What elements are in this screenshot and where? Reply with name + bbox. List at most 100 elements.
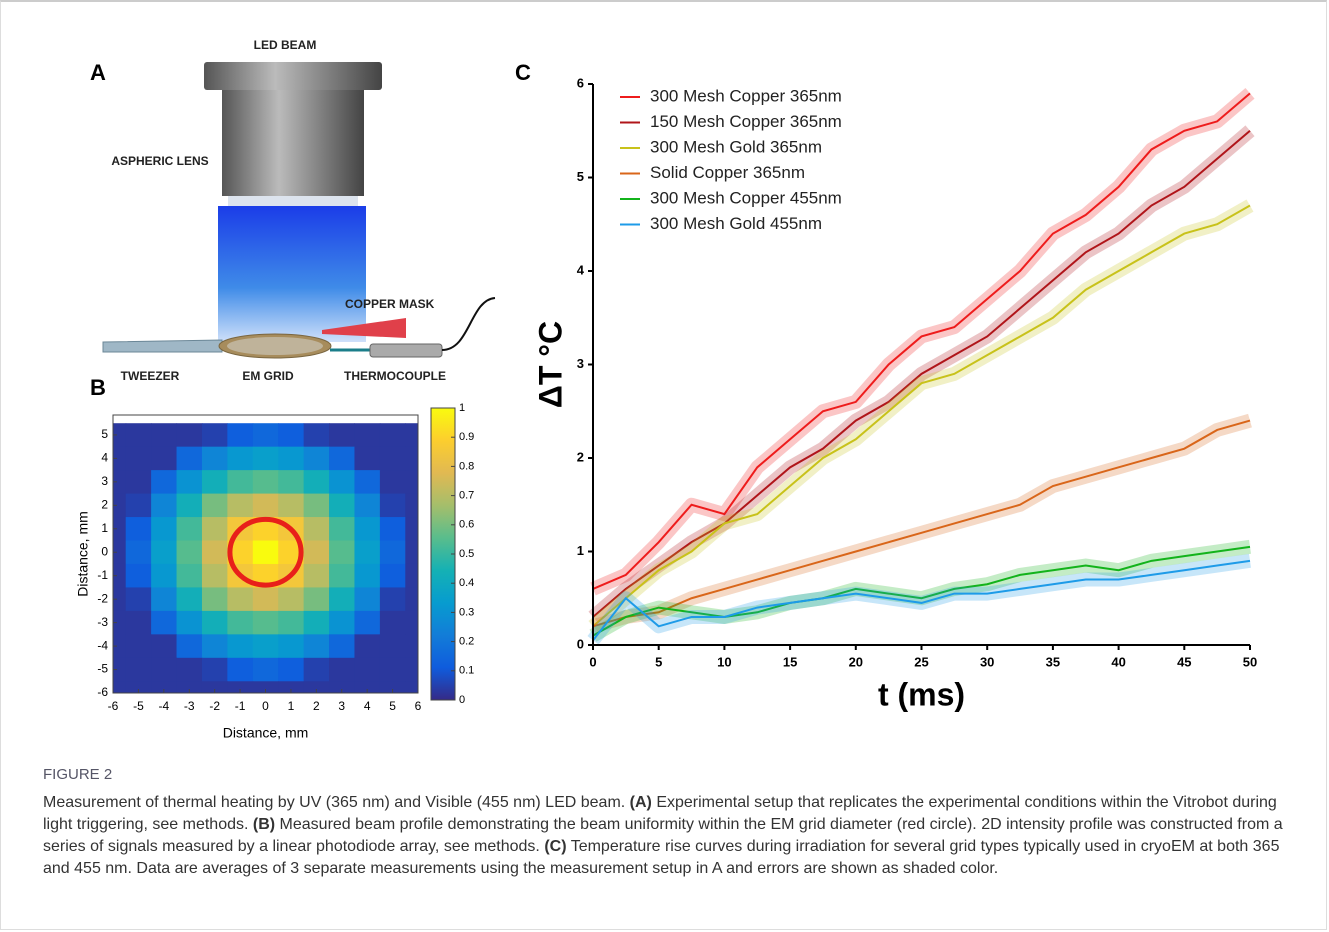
cell (252, 634, 279, 659)
x-tick-label: 45 (1177, 654, 1191, 669)
cell (379, 470, 406, 495)
cell (151, 470, 178, 495)
y-tick-label: 5 (101, 427, 108, 441)
cell (201, 681, 228, 693)
cell (201, 563, 228, 588)
panel-letter: B (90, 375, 106, 400)
caption-part: (C) (544, 838, 567, 855)
cell (329, 517, 355, 542)
label: LED BEAM (254, 38, 317, 52)
cell (176, 563, 203, 588)
x-tick-label: 3 (338, 699, 345, 713)
cell (201, 540, 228, 565)
cell (125, 563, 152, 588)
caption-part: Experimental setup that replicates the e… (43, 794, 1277, 833)
y-tick-label: 5 (577, 169, 584, 184)
x-tick-label: 40 (1111, 654, 1125, 669)
cell (227, 634, 254, 659)
cell (354, 423, 381, 448)
label: COPPER MASK (345, 297, 435, 311)
cell (329, 423, 355, 448)
cell (329, 563, 355, 588)
colorbar-tick-label: 0.1 (459, 665, 474, 677)
cell (125, 493, 152, 518)
cell (227, 587, 254, 612)
cell (125, 657, 152, 682)
caption-part: (A) (629, 794, 652, 811)
cell (354, 657, 381, 682)
caption-part: Measured beam profile demonstrating the … (43, 816, 1283, 855)
cell (151, 563, 178, 588)
cell (252, 517, 279, 542)
lens-cap (204, 62, 382, 90)
x-tick-label: -6 (108, 699, 119, 713)
colorbar-tick-label: 0.4 (459, 577, 474, 589)
cell (176, 681, 203, 693)
x-tick-label: 0 (589, 654, 596, 669)
cell (278, 446, 305, 471)
legend-label: 300 Mesh Gold 455nm (650, 214, 822, 233)
cell (227, 446, 254, 471)
colorbar-tick-label: 0 (459, 694, 465, 706)
caption-label: FIGURE 2 (43, 766, 113, 783)
cell (201, 423, 228, 448)
cell (303, 517, 330, 542)
cell (278, 634, 305, 659)
label: EM GRID (242, 369, 294, 383)
cell (405, 423, 418, 448)
cell (125, 517, 152, 542)
grid-circle (227, 516, 304, 588)
cell (379, 517, 406, 542)
x-axis-label: t (ms) (878, 676, 965, 712)
y-axis-label: Distance, mm (75, 511, 91, 597)
cell (201, 587, 228, 612)
cell (379, 423, 406, 448)
cell (176, 493, 203, 518)
cell (329, 657, 355, 682)
cell (151, 540, 178, 565)
y-tick-label: -3 (97, 615, 108, 629)
cell (278, 657, 305, 682)
cell (303, 540, 330, 565)
cell (151, 587, 178, 612)
x-tick-label: 50 (1243, 654, 1257, 669)
cell (176, 540, 203, 565)
caption-part: Temperature rise curves during irradiati… (43, 838, 1280, 877)
cell (113, 657, 127, 682)
cell (252, 423, 279, 448)
cell (405, 587, 418, 612)
y-tick-label: 2 (577, 449, 584, 464)
cell (379, 540, 406, 565)
cell (278, 681, 305, 693)
cell (227, 423, 254, 448)
cell (151, 657, 178, 682)
cell (113, 493, 127, 518)
x-tick-label: 15 (783, 654, 797, 669)
y-tick-label: -5 (97, 662, 108, 676)
cell (252, 657, 279, 682)
legend-label: 300 Mesh Copper 365nm (650, 86, 842, 105)
x-tick-label: 6 (415, 699, 422, 713)
cell (379, 563, 406, 588)
colorbar-tick-label: 0.8 (459, 460, 474, 472)
x-tick-label: -2 (209, 699, 220, 713)
cell (201, 634, 228, 659)
cell (329, 446, 355, 471)
cell (113, 540, 127, 565)
x-axis-label: Distance, mm (223, 725, 309, 741)
heatmap (113, 423, 418, 693)
cell (201, 493, 228, 518)
x-tick-label: 35 (1046, 654, 1060, 669)
cell (176, 517, 203, 542)
cell (329, 493, 355, 518)
lens-body (222, 90, 364, 196)
series-line (592, 92, 1251, 590)
cell (113, 517, 127, 542)
lens-glass (228, 196, 358, 206)
cell (278, 587, 305, 612)
x-tick-label: -1 (235, 699, 246, 713)
cell (354, 470, 381, 495)
cell (176, 610, 203, 635)
cell (303, 446, 330, 471)
x-tick-label: 0 (262, 699, 269, 713)
